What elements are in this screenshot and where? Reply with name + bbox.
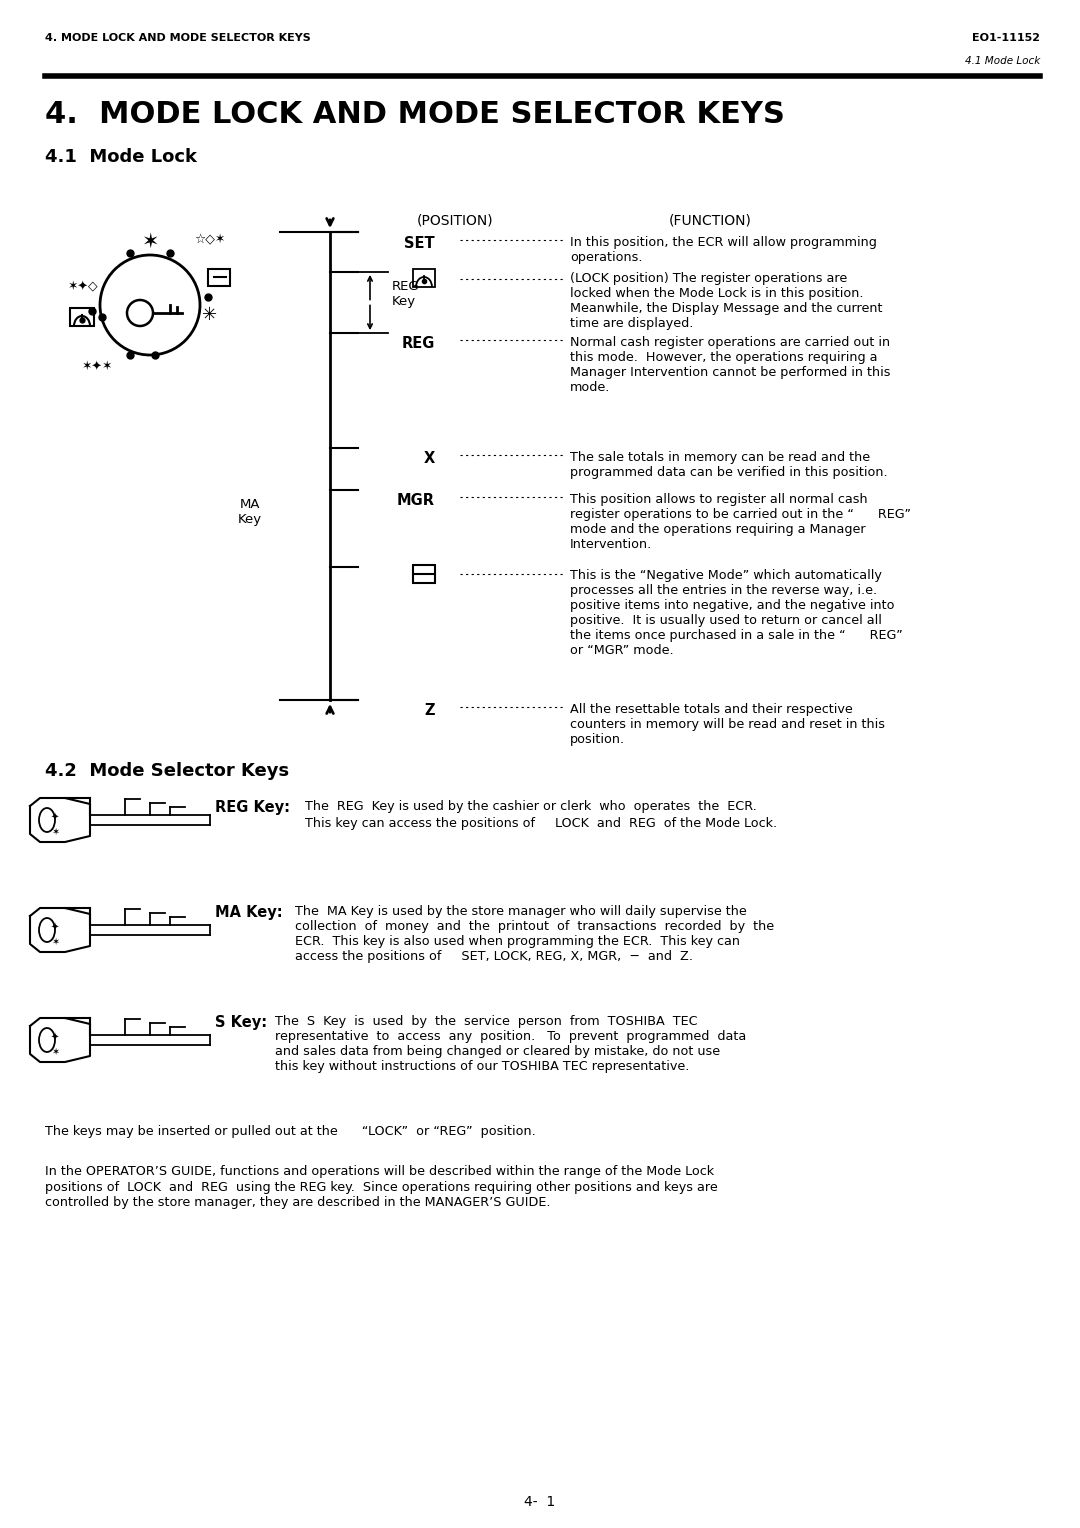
Bar [413,269,435,287]
Text: ✶: ✶ [51,827,59,837]
Text: Normal cash register operations are carried out in
this mode.  However, the oper: Normal cash register operations are carr… [570,336,891,394]
Text: In the OPERATOR’S GUIDE, functions and operations will be described within the r: In the OPERATOR’S GUIDE, functions and o… [45,1164,714,1178]
Text: 4. MODE LOCK AND MODE SELECTOR KEYS: 4. MODE LOCK AND MODE SELECTOR KEYS [45,34,311,43]
Text: 4.2  Mode Selector Keys: 4.2 Mode Selector Keys [45,762,289,779]
Bar [413,565,435,584]
Text: MA Key:: MA Key: [215,905,283,920]
Text: S Key:: S Key: [215,1015,267,1030]
Polygon shape [30,798,90,842]
Text: ✦: ✦ [51,813,59,824]
Ellipse shape [39,808,55,833]
Text: 4-  1: 4- 1 [525,1494,555,1510]
Text: ✶✦✶: ✶✦✶ [82,361,113,374]
Polygon shape [90,814,210,825]
Text: SET: SET [404,235,435,251]
Ellipse shape [39,918,55,941]
Text: This is the “Negative Mode” which automatically
processes all the entries in the: This is the “Negative Mode” which automa… [570,568,903,657]
Text: 4.  MODE LOCK AND MODE SELECTOR KEYS: 4. MODE LOCK AND MODE SELECTOR KEYS [45,99,785,128]
Text: positions of  LOCK  and  REG  using the REG key.  Since operations requiring oth: positions of LOCK and REG using the REG … [45,1181,718,1193]
Text: The  REG  Key is used by the cashier or clerk  who  operates  the  ECR.: The REG Key is used by the cashier or cl… [305,801,757,813]
Text: The keys may be inserted or pulled out at the      “LOCK”  or “REG”  position.: The keys may be inserted or pulled out a… [45,1125,536,1138]
Polygon shape [30,1018,90,1062]
Text: (POSITION): (POSITION) [417,212,494,228]
Bar [208,269,230,286]
Bar [70,309,94,325]
Text: MGR: MGR [397,494,435,507]
Polygon shape [30,908,90,952]
Text: ✶: ✶ [51,937,59,947]
Text: ✦: ✦ [51,923,59,934]
Text: ✦: ✦ [51,1033,59,1044]
Text: The  MA Key is used by the store manager who will daily supervise the
collection: The MA Key is used by the store manager … [295,905,774,963]
Text: This position allows to register all normal cash
register operations to be carri: This position allows to register all nor… [570,494,912,552]
Text: The  S  Key  is  used  by  the  service  person  from  TOSHIBA  TEC
representati: The S Key is used by the service person … [275,1015,746,1073]
Text: Z: Z [424,703,435,718]
Text: REG
Key: REG Key [392,281,420,309]
Text: MA
Key: MA Key [238,498,262,527]
Text: X: X [423,451,435,466]
Polygon shape [90,924,210,935]
Text: The sale totals in memory can be read and the
programmed data can be verified in: The sale totals in memory can be read an… [570,451,888,478]
Text: ✳: ✳ [202,306,217,324]
Text: controlled by the store manager, they are described in the MANAGER’S GUIDE.: controlled by the store manager, they ar… [45,1196,551,1209]
Text: 4.1  Mode Lock: 4.1 Mode Lock [45,148,197,167]
Text: This key can access the positions of     LOCK  and  REG  of the Mode Lock.: This key can access the positions of LOC… [305,816,778,830]
Text: ✶: ✶ [141,232,159,252]
Text: REG: REG [402,336,435,351]
Text: ☆◇✶: ☆◇✶ [194,232,226,246]
Text: ✶: ✶ [51,1047,59,1057]
Text: 4.1 Mode Lock: 4.1 Mode Lock [964,57,1040,66]
Text: ✶✦◇: ✶✦◇ [68,280,98,293]
Ellipse shape [39,1028,55,1051]
Text: (LOCK position) The register operations are
locked when the Mode Lock is in this: (LOCK position) The register operations … [570,272,882,330]
Text: (FUNCTION): (FUNCTION) [669,212,752,228]
Polygon shape [90,1034,210,1045]
Text: In this position, the ECR will allow programming
operations.: In this position, the ECR will allow pro… [570,235,877,264]
Text: REG Key:: REG Key: [215,801,291,814]
Text: All the resettable totals and their respective
counters in memory will be read a: All the resettable totals and their resp… [570,703,885,746]
Text: EO1-11152: EO1-11152 [972,34,1040,43]
